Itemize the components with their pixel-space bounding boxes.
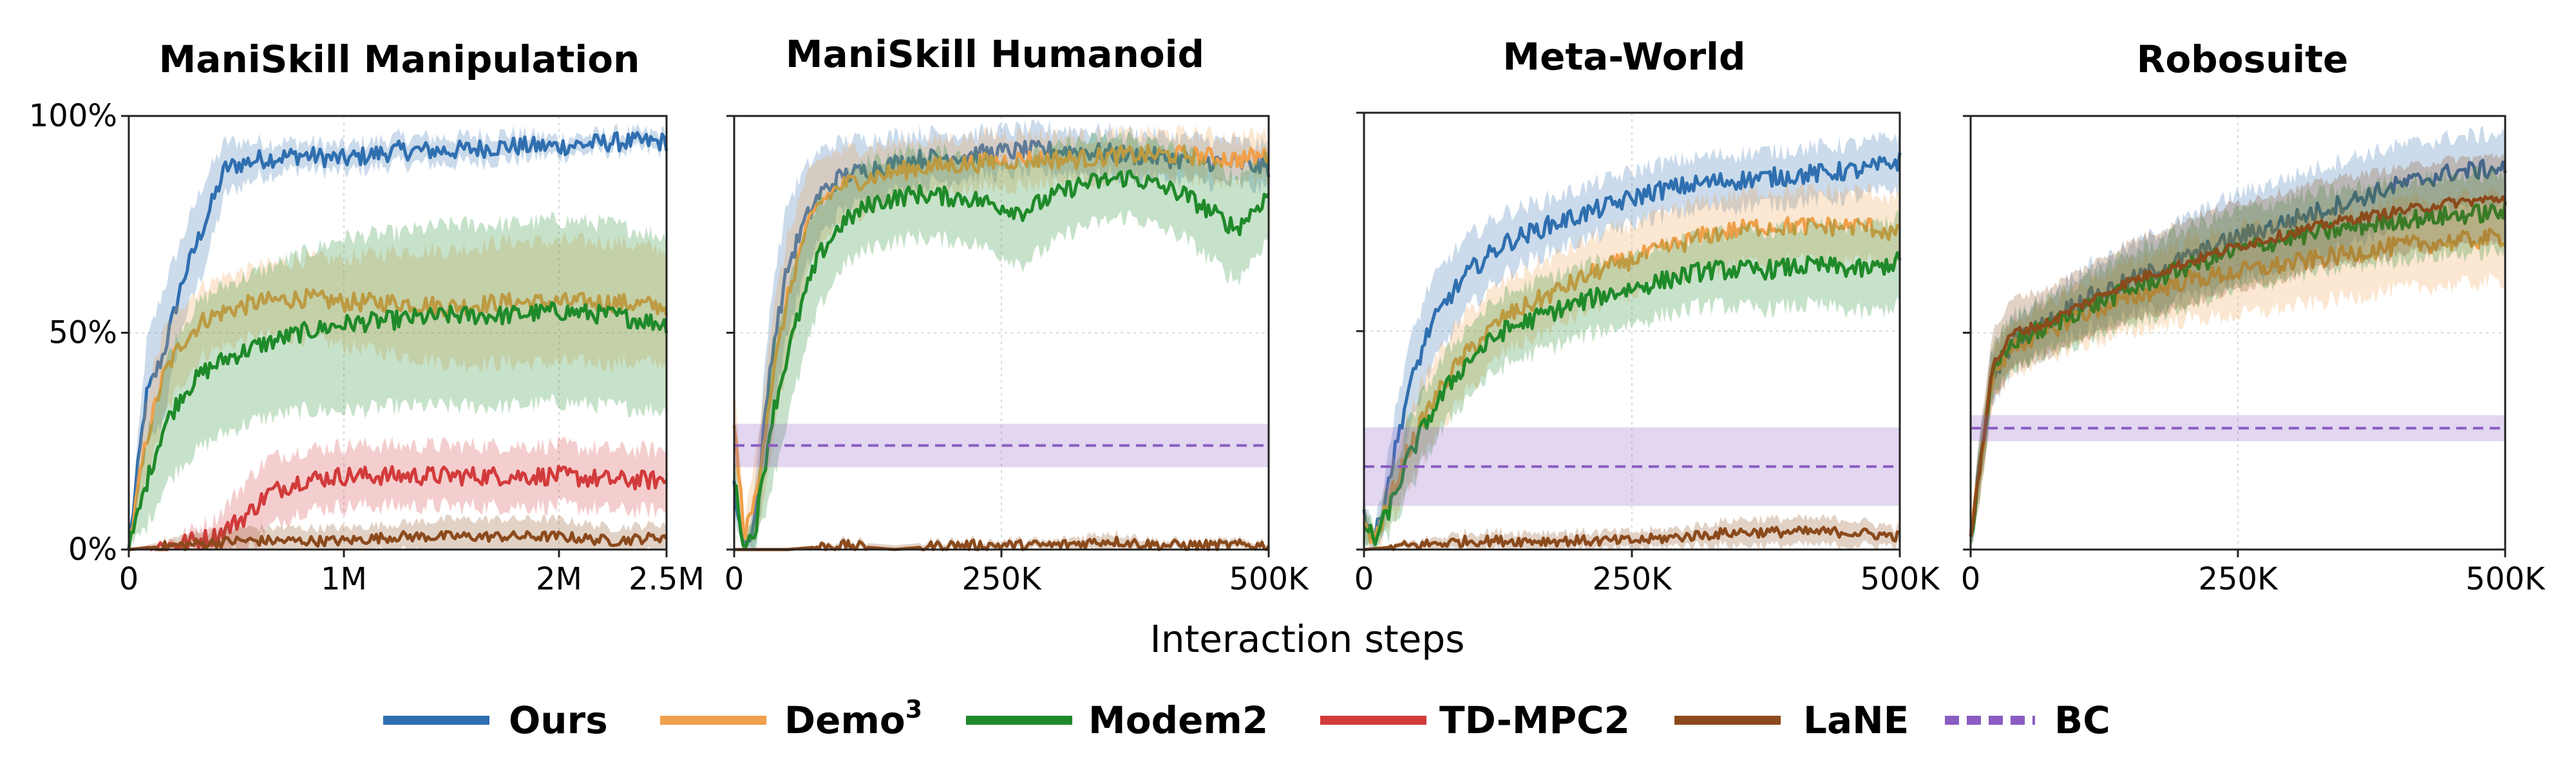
x-tick-label: 500K	[1229, 561, 1309, 597]
band-modem2	[1971, 163, 2505, 546]
panel-title-maniskill-manipulation: ManiSkill Manipulation	[159, 37, 640, 81]
legend-label-demo3-base: Demo	[784, 698, 905, 742]
x-tick-label: 2.5M	[629, 561, 705, 597]
band-demo3	[734, 124, 1269, 550]
band-lane	[1971, 153, 2505, 545]
series-line-ours	[1362, 152, 1902, 541]
series-line-lane	[1969, 195, 2507, 537]
y-tick-label: 100%	[29, 98, 117, 134]
panel-title-robosuite: Robosuite	[2137, 37, 2349, 81]
panel-title-maniskill-humanoid: ManiSkill Humanoid	[786, 32, 1204, 76]
x-axis-label: Interaction steps	[1150, 617, 1465, 661]
band-modem2	[734, 131, 1269, 550]
y-tick-label: 50%	[48, 315, 117, 351]
series-line-demo3	[127, 287, 668, 550]
x-tick-label: 0	[1354, 561, 1374, 597]
panel-0: 0 1M 2M 2.5M 0% 50% 100%	[29, 98, 705, 597]
series-line-ours	[732, 139, 1271, 550]
band-td-mpc2	[129, 436, 667, 550]
panel-2: 0 250K 500K	[1354, 111, 1940, 597]
legend-label-bc: BC	[2054, 698, 2110, 742]
series-line-modem2	[1363, 251, 1902, 546]
series-line-lane	[128, 530, 668, 551]
band-bc	[1971, 415, 2505, 441]
x-tick-label: 250K	[1592, 561, 1672, 597]
x-tick-label: 500K	[2465, 561, 2546, 597]
y-tick-label: 0%	[68, 531, 117, 568]
panel-3: 0 250K 500K	[1961, 115, 2546, 597]
legend-label-modem2: Modem2	[1088, 698, 1268, 742]
x-tick-label: 0	[724, 561, 744, 597]
x-tick-label: 2M	[536, 561, 582, 597]
x-tick-label: 250K	[961, 561, 1042, 597]
series-line-demo3	[1362, 216, 1901, 544]
legend-label-tdmpc2: TD-MPC2	[1439, 698, 1630, 742]
band-demo3	[1971, 186, 2505, 542]
x-tick-label: 0	[119, 561, 139, 597]
legend-label-ours: Ours	[509, 698, 608, 742]
legend-label-demo3: Demo3	[784, 695, 922, 742]
x-tick-label: 0	[1961, 561, 1981, 597]
legend-label-lane: LaNE	[1803, 698, 1909, 742]
legend-label-demo3-sup: 3	[905, 695, 922, 723]
x-tick-label: 500K	[1860, 561, 1940, 597]
band-ours	[1971, 126, 2505, 544]
series-line-lane	[734, 535, 1271, 551]
band-lane	[734, 529, 1269, 550]
panel-title-meta-world: Meta-World	[1502, 35, 1745, 79]
series-line-td-mpc2	[128, 464, 668, 551]
series-line-ours	[127, 131, 668, 550]
band-ours	[1364, 126, 1900, 550]
panel-1: 0 250K 500K	[724, 115, 1309, 597]
chart-panels: 0 1M 2M 2.5M 0% 50% 100% 0 250K 500K 0 250K 500K 0 250…	[29, 98, 2546, 597]
x-tick-label: 1M	[321, 561, 367, 597]
x-tick-label: 250K	[2198, 561, 2278, 597]
legend: Ours Demo3 Modem2 TD-MPC2 LaNE BC	[383, 695, 2110, 742]
series-line-lane	[1363, 525, 1900, 551]
band-modem2	[129, 211, 667, 550]
series-line-modem2	[733, 169, 1271, 550]
series-line-demo3	[732, 144, 1270, 541]
band-modem2	[1364, 209, 1900, 550]
series-line-modem2	[127, 301, 668, 550]
band-bc	[734, 423, 1269, 468]
